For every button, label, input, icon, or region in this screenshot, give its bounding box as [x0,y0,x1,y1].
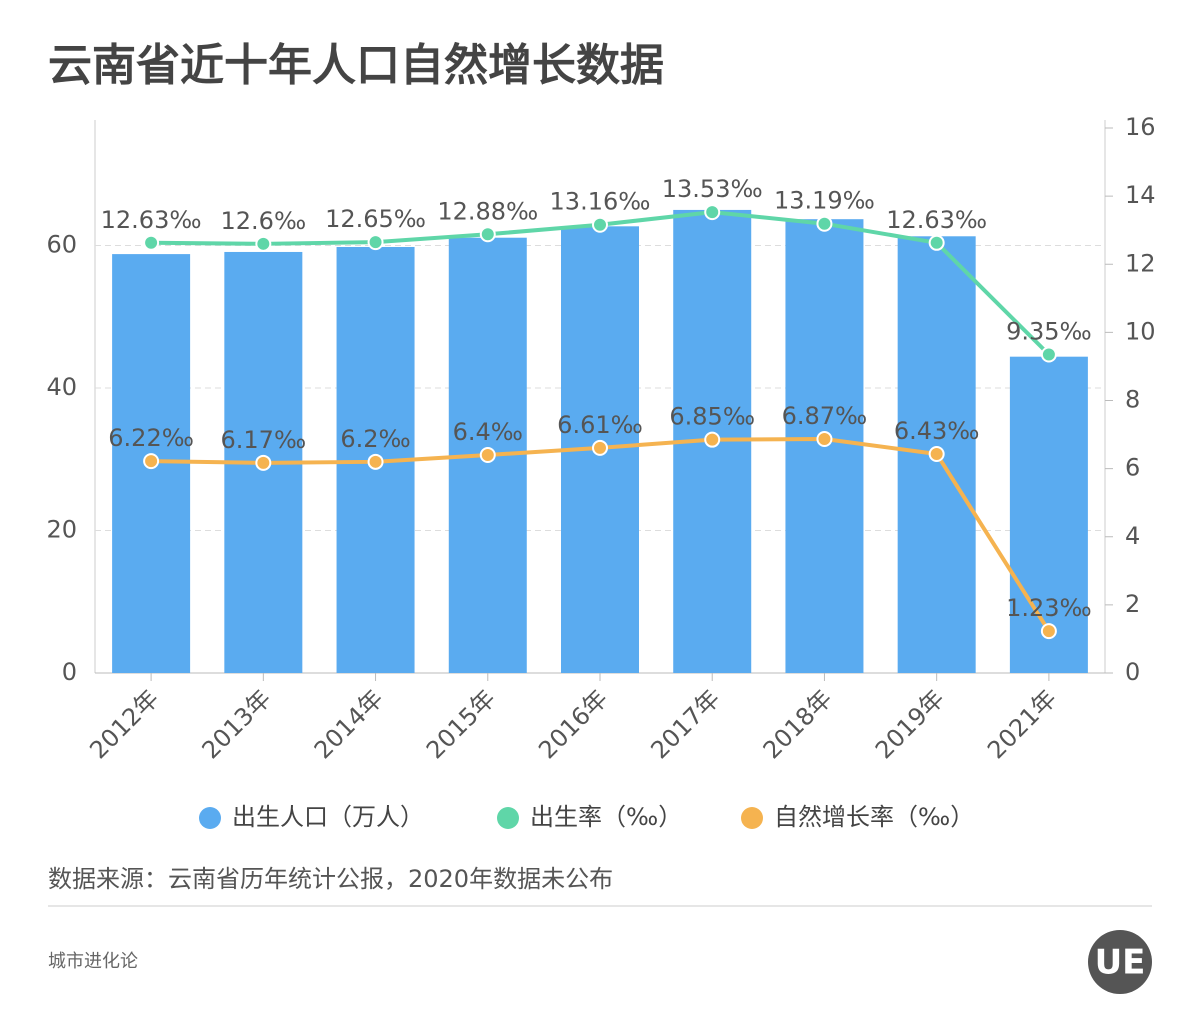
bar [1009,356,1088,673]
data-label: 6.43‰ [894,417,980,445]
point [367,453,384,470]
point [816,430,833,447]
y2-tick-label: 2 [1125,590,1140,618]
footer: 城市进化论 [48,951,138,972]
y2-tick-label: 8 [1125,386,1140,414]
data-label: 12.65‰ [325,205,426,233]
logo: UE [1095,943,1146,983]
legend-marker [199,807,221,829]
point [479,226,496,243]
data-label: 12.6‰ [221,207,307,235]
data-label: 6.17‰ [221,426,307,454]
data-label: 6.22‰ [108,424,194,452]
data-label: 6.2‰ [340,425,410,453]
y-tick-label: 60 [46,231,77,259]
point [704,204,721,221]
point [1040,346,1057,363]
point [592,216,608,233]
y-tick-label: 40 [46,373,77,401]
data-label: 12.63‰ [101,206,202,234]
data-label: 12.88‰ [437,197,538,225]
data-label: 9.35‰ [1006,318,1092,346]
point [367,234,384,251]
y2-tick-label: 16 [1125,113,1156,141]
data-label: 6.87‰ [782,402,868,430]
point [592,439,608,456]
y2-tick-label: 10 [1125,317,1156,345]
point [479,447,496,463]
point [255,454,272,471]
chart-title: 云南省近十年人口自然增长数据 [48,40,664,91]
source-note: 数据来源：云南省历年统计公报，2020年数据未公布 [48,865,613,893]
legend-marker [741,807,763,829]
y2-tick-label: 0 [1125,658,1140,686]
data-label: 6.85‰ [669,403,755,431]
data-label: 13.16‰ [550,188,651,216]
point [816,215,833,232]
point [704,431,721,448]
point [255,235,272,252]
point [928,234,945,251]
point [143,453,160,470]
legend-marker [497,807,519,829]
y2-tick-label: 6 [1125,454,1140,482]
data-label: 12.63‰ [886,206,987,234]
data-label: 6.4‰ [453,418,523,446]
data-label: 6.61‰ [557,411,643,439]
point [143,234,160,251]
point [928,445,945,462]
y2-tick-label: 4 [1125,522,1140,550]
data-label: 13.53‰ [662,175,763,203]
legend-label: 出生人口（万人） [232,803,424,831]
legend-label: 自然增长率（‰） [774,803,974,831]
y2-tick-label: 14 [1125,181,1156,209]
y2-tick-label: 12 [1125,249,1156,277]
data-label: 1.23‰ [1006,594,1092,622]
y-tick-label: 0 [62,658,77,686]
y-tick-label: 20 [46,516,77,544]
legend-label: 出生率（‰） [530,803,682,831]
point [1040,623,1057,640]
data-label: 13.19‰ [774,187,875,215]
logo-badge [1088,930,1152,994]
